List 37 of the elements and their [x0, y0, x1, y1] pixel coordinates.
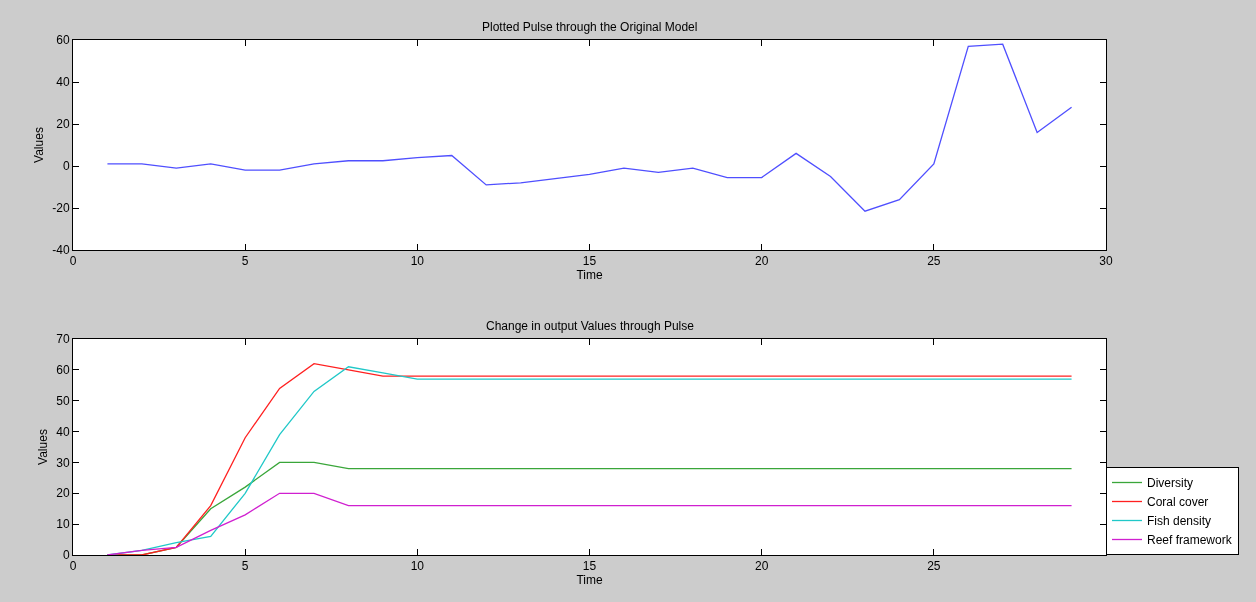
line-series [106, 43, 1073, 212]
x-tick-label: 5 [241, 254, 249, 269]
y-tick-label: 0 [62, 159, 70, 174]
legend-label: Coral cover [1147, 495, 1209, 510]
x-tick-label: 20 [754, 559, 769, 574]
y-tick-label: -40 [52, 243, 70, 258]
y-axis-title: Values [31, 127, 46, 163]
x-tick-label: 15 [582, 559, 597, 574]
y-tick-label: 20 [56, 117, 70, 132]
x-tick-label: 5 [241, 559, 249, 574]
y-tick-label: 70 [56, 332, 70, 347]
y-tick-label: 30 [56, 455, 70, 470]
legend-label: Diversity [1147, 476, 1194, 491]
x-tick-label: 15 [582, 254, 597, 269]
x-axis-title: Time [576, 573, 603, 588]
line-series [106, 492, 1073, 555]
y-tick-label: 60 [56, 363, 70, 378]
y-tick-label: 10 [56, 517, 70, 532]
chart-title: Change in output Values through Pulse [486, 319, 695, 333]
x-axis-title: Time [576, 268, 603, 283]
y-tick-label: 50 [56, 393, 70, 408]
y-tick-label: 40 [56, 424, 70, 439]
y-tick-label: 0 [62, 548, 70, 563]
y-tick-label: 20 [56, 486, 70, 501]
x-tick-label: 10 [410, 559, 425, 574]
legend-label: Reef framework [1147, 533, 1233, 548]
y-tick-label: 60 [56, 33, 70, 48]
legend-label: Fish density [1147, 514, 1212, 529]
y-tick-label: -20 [52, 201, 70, 216]
x-tick-label: 30 [1099, 254, 1113, 269]
x-tick-label: 20 [754, 254, 769, 269]
y-axis-title: Values [35, 429, 50, 465]
chart-title: Plotted Pulse through the Original Model [482, 20, 698, 34]
x-tick-label: 10 [410, 254, 425, 269]
x-tick-label: 25 [927, 559, 941, 574]
x-tick-label: 25 [927, 254, 941, 269]
y-tick-label: 40 [56, 75, 70, 90]
